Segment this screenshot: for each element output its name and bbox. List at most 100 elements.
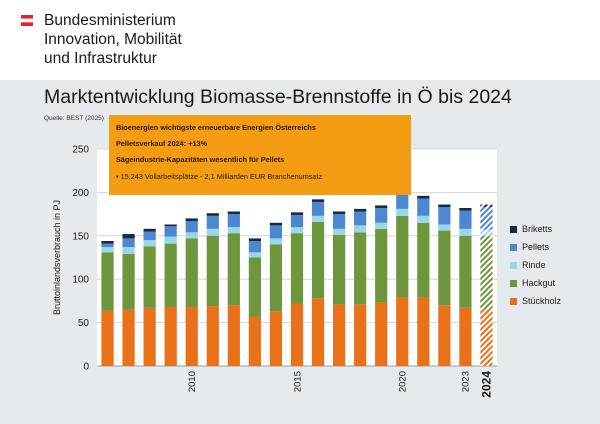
bar-segment-pellets-2014: [269, 225, 283, 239]
source-note: Quelle: BEST (2025): [44, 115, 104, 122]
bar-segment-pellets-2019: [375, 208, 388, 223]
legend-swatch: [510, 280, 517, 287]
bar-segment-hackgut-2014: [269, 244, 283, 312]
bar-segment-briketts-2024: [480, 204, 493, 208]
bar-segment-rinde-2024: [480, 229, 493, 236]
bar-segment-stckholz-2022: [438, 305, 451, 366]
x-tick-label: 2015: [292, 371, 303, 392]
bar-segment-hackgut-2023: [459, 235, 472, 308]
bar-segment-rinde-2009: [164, 236, 177, 244]
bar-segment-hackgut-2019: [375, 228, 388, 303]
legend-swatch: [510, 262, 517, 269]
bar-segment-hackgut-2017: [333, 234, 346, 305]
info-box-bullet: • 15.243 Vollarbeitsplätze - 2,1 Milliar…: [116, 172, 323, 181]
bar-segment-pellets-2024: [480, 207, 493, 230]
bar-segment-hackgut-2016: [311, 221, 325, 299]
bar-segment-pellets-2006: [101, 243, 114, 248]
bar-segment-briketts-2023: [459, 208, 472, 211]
bar-segment-pellets-2023: [459, 210, 472, 229]
bar-segment-stckholz-2023: [459, 307, 472, 366]
bar-segment-stckholz-2015: [290, 303, 304, 366]
x-tick-label: 2023: [461, 371, 472, 392]
bar-segment-stckholz-2010: [185, 306, 198, 366]
bar-segment-pellets-2017: [333, 214, 346, 229]
bar-segment-hackgut-2018: [354, 232, 367, 305]
info-box-line: Pelletsverkauf 2024: +13%: [116, 139, 208, 148]
bar-segment-hackgut-2024: [480, 235, 493, 309]
bar-segment-hackgut-2007: [122, 254, 135, 310]
bar-segment-rinde-2022: [438, 224, 451, 231]
legend-swatch: [510, 298, 517, 305]
bar-segment-briketts-2021: [417, 195, 430, 199]
austria-flag-icon: [21, 15, 33, 26]
bar-segment-rinde-2015: [290, 227, 304, 234]
bar-segment-briketts-2011: [206, 213, 219, 216]
bar-segment-hackgut-2006: [101, 252, 114, 311]
bar-segment-stckholz-2006: [101, 310, 114, 366]
bar-segment-hackgut-2013: [248, 257, 261, 317]
y-tick-label: 150: [72, 231, 89, 242]
bar-segment-pellets-2012: [227, 214, 240, 228]
ministry-name-line: und Infrastruktur: [44, 50, 157, 67]
legend-label: Briketts: [522, 224, 553, 234]
legend-label: Stückholz: [522, 296, 562, 306]
bar-segment-hackgut-2012: [227, 233, 240, 306]
bar-segment-rinde-2011: [206, 228, 219, 236]
bar-segment-pellets-2018: [354, 211, 367, 226]
bar-segment-stckholz-2021: [417, 297, 430, 366]
legend-label: Rinde: [522, 260, 546, 270]
bar-segment-briketts-2010: [185, 218, 198, 222]
bar-segment-stckholz-2011: [206, 306, 219, 366]
bar-segment-briketts-2014: [269, 222, 283, 226]
y-tick-label: 0: [83, 362, 89, 373]
bar-segment-stckholz-2008: [143, 307, 156, 366]
bar-segment-pellets-2007: [122, 238, 135, 248]
bar-segment-briketts-2009: [164, 224, 177, 227]
bar-segment-hackgut-2009: [164, 243, 177, 307]
info-box-line: Sägeindustrie-Kapazitäten wesentlich für…: [116, 155, 285, 164]
bar-segment-pellets-2015: [290, 214, 304, 228]
bar-segment-hackgut-2022: [438, 230, 451, 306]
bar-segment-stckholz-2016: [311, 298, 325, 366]
y-tick-label: 100: [72, 275, 89, 286]
bar-segment-stckholz-2007: [122, 309, 135, 366]
bar-segment-briketts-2012: [227, 211, 240, 215]
bar-segment-rinde-2017: [333, 228, 346, 235]
bar-segment-pellets-2013: [248, 241, 261, 253]
bar-segment-hackgut-2011: [206, 235, 219, 307]
bar-segment-briketts-2015: [290, 212, 304, 215]
bar-segment-hackgut-2021: [417, 222, 430, 298]
bar-segment-stckholz-2018: [354, 304, 367, 366]
bar-segment-hackgut-2020: [396, 215, 409, 298]
bar-segment-stckholz-2014: [269, 311, 283, 366]
bar-segment-stckholz-2009: [164, 306, 177, 366]
bar-segment-briketts-2017: [333, 211, 346, 215]
legend-label: Hackgut: [522, 278, 556, 288]
bar-segment-briketts-2006: [101, 241, 114, 244]
info-box: Bioenergien wichtigste erneuerbare Energ…: [109, 115, 411, 195]
bar-segment-briketts-2016: [311, 199, 325, 202]
bar-segment-stckholz-2020: [396, 297, 409, 366]
bar-segment-rinde-2018: [354, 225, 367, 233]
x-tick-label: 2010: [187, 371, 198, 392]
bar-segment-pellets-2021: [417, 198, 430, 216]
bar-segment-rinde-2021: [417, 215, 430, 223]
bar-segment-briketts-2019: [375, 205, 388, 209]
bar-segment-rinde-2006: [101, 247, 114, 253]
bar-segment-briketts-2008: [143, 228, 156, 232]
ministry-name-line: Innovation, Mobilität: [44, 31, 182, 48]
bar-segment-rinde-2019: [375, 222, 388, 229]
y-tick-label: 200: [72, 188, 89, 199]
bar-segment-rinde-2008: [143, 240, 156, 247]
bar-segment-rinde-2007: [122, 247, 135, 255]
y-tick-label: 50: [78, 318, 90, 329]
bar-segment-rinde-2013: [248, 252, 261, 258]
bar-segment-briketts-2007: [122, 234, 135, 239]
bar-segment-stckholz-2019: [375, 302, 388, 366]
bar-segment-stckholz-2024: [480, 308, 493, 366]
bar-segment-rinde-2014: [269, 238, 283, 245]
bar-segment-pellets-2008: [143, 231, 156, 241]
bar-segment-pellets-2009: [164, 226, 177, 237]
bar-segment-stckholz-2017: [333, 304, 346, 366]
bar-segment-rinde-2020: [396, 208, 409, 216]
